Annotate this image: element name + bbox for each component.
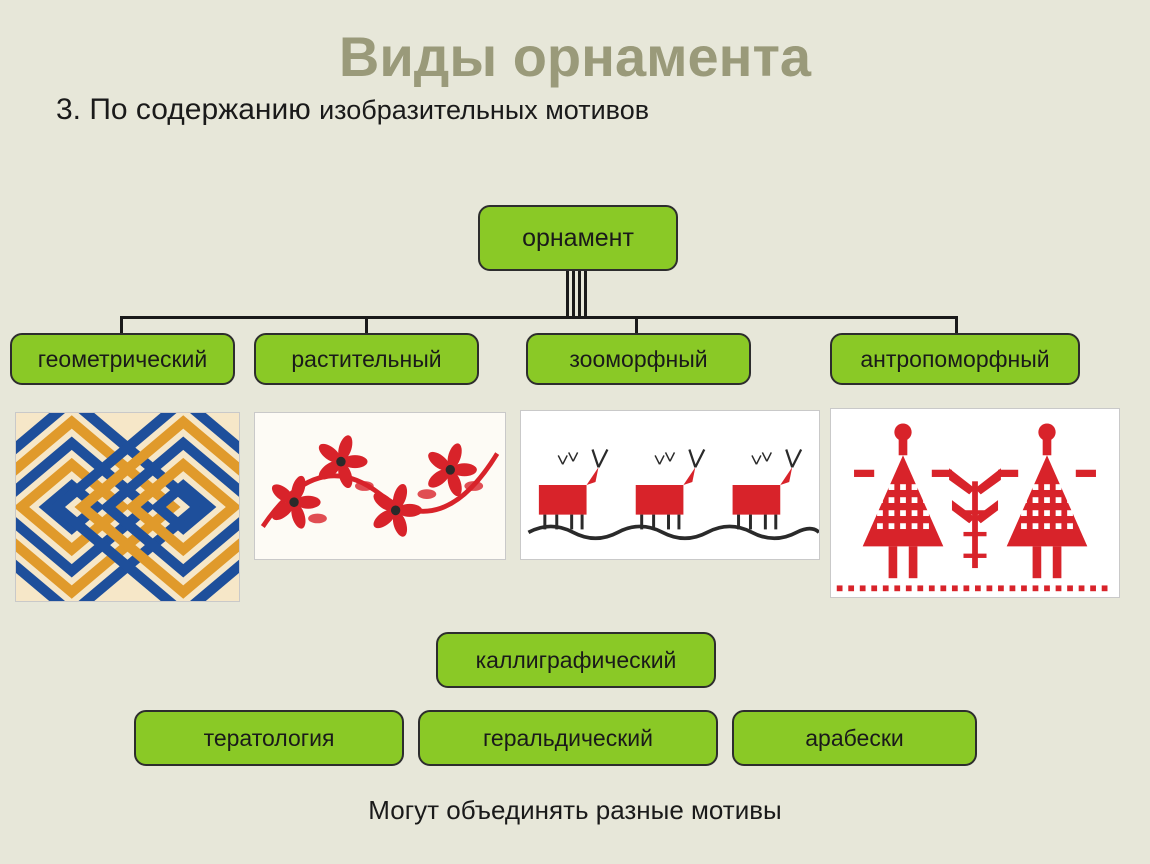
subtitle-prefix: 3. По содержанию	[56, 93, 319, 126]
subtitle-suffix: изобразительных мотивов	[319, 95, 649, 125]
footer-text: Могут объединять разные мотивы	[0, 795, 1150, 826]
root-node: орнамент	[478, 205, 678, 271]
page-subtitle: 3. По содержанию изобразительных мотивов	[0, 93, 1150, 127]
row1-node-3: антропоморфный	[830, 333, 1080, 385]
middle-node: каллиграфический	[436, 632, 716, 688]
row3-node-0: тератология	[134, 710, 404, 766]
ornament-example-anthropomorph	[830, 408, 1120, 598]
row3-node-2: арабески	[732, 710, 977, 766]
ornament-example-geometric	[15, 412, 240, 602]
ornament-example-floral	[254, 412, 506, 560]
row1-node-0: геометрический	[10, 333, 235, 385]
row1-node-2: зооморфный	[526, 333, 751, 385]
row3-node-1: геральдический	[418, 710, 718, 766]
ornament-example-zoomorphic	[520, 410, 820, 560]
page-title: Виды орнамента	[0, 0, 1150, 89]
row1-node-1: растительный	[254, 333, 479, 385]
